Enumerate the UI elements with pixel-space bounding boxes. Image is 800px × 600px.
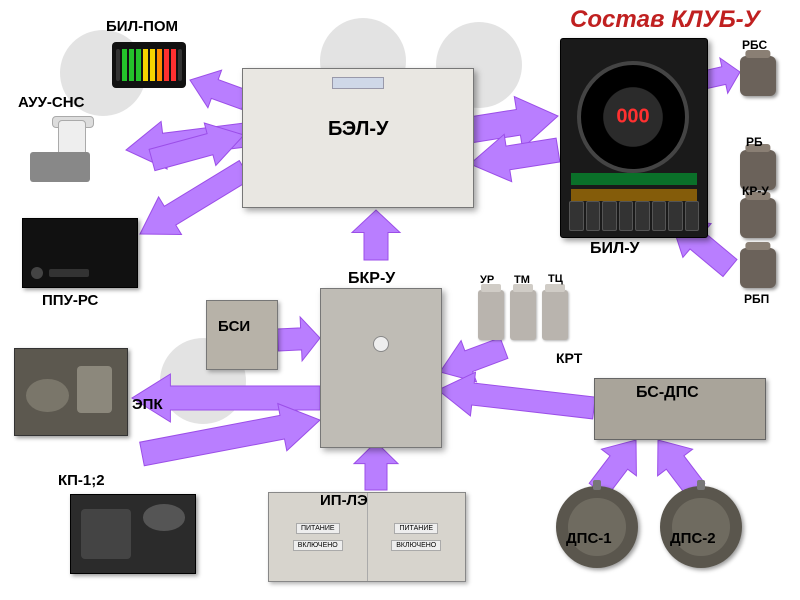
label-kp: КП-1;2 bbox=[58, 472, 105, 489]
label-krt_ur: УР bbox=[480, 274, 494, 286]
label-iple: ИП-ЛЭ bbox=[320, 492, 368, 509]
label-krt: КРТ bbox=[556, 350, 582, 366]
kru-unit bbox=[740, 198, 776, 238]
label-bilu: БИЛ-У bbox=[590, 240, 640, 258]
bil-u-unit: 000 bbox=[560, 38, 708, 238]
iple-lbl-1b: ВКЛЮЧЕНО bbox=[293, 540, 343, 551]
iple-lbl-2b: ВКЛЮЧЕНО bbox=[391, 540, 441, 551]
krt-tm-sensor bbox=[510, 290, 536, 340]
diagram-title: Состав КЛУБ-У bbox=[570, 6, 760, 34]
krt-tc-sensor bbox=[542, 290, 568, 340]
kp-unit bbox=[70, 494, 196, 574]
label-krt_tc: ТЦ bbox=[548, 273, 563, 285]
rbs-unit bbox=[740, 56, 776, 96]
label-rbs: РБС bbox=[742, 38, 767, 52]
iple-lbl-2a: ПИТАНИЕ bbox=[394, 523, 438, 534]
label-krt_tm: ТМ bbox=[514, 274, 530, 286]
label-epk: ЭПК bbox=[132, 396, 163, 413]
bkr-u-unit bbox=[320, 288, 442, 448]
label-dps1: ДПС-1 bbox=[566, 530, 612, 547]
iple-lbl-1a: ПИТАНИЕ bbox=[296, 523, 340, 534]
label-kru: КР-У bbox=[742, 184, 769, 198]
label-rb: РБ bbox=[746, 135, 763, 149]
label-auu: АУУ-СНС bbox=[18, 94, 84, 111]
krt-ur-sensor bbox=[478, 290, 504, 340]
bil-u-speed: 000 bbox=[616, 106, 649, 129]
ppu-rs-unit bbox=[22, 218, 138, 288]
label-dps2: ДПС-2 bbox=[670, 530, 716, 547]
label-bkru: БКР-У bbox=[348, 270, 395, 288]
label-rbp: РБП bbox=[744, 292, 769, 306]
dps1-unit bbox=[556, 486, 638, 568]
bilpom-unit bbox=[112, 42, 186, 88]
dps2-unit bbox=[660, 486, 742, 568]
epk-unit bbox=[14, 348, 128, 436]
label-bsdps: БС-ДПС bbox=[636, 384, 699, 402]
label-ppu: ППУ-РС bbox=[42, 292, 98, 309]
auu-sns-unit bbox=[30, 108, 116, 182]
label-bsi: БСИ bbox=[218, 318, 250, 335]
bsi-unit bbox=[206, 300, 278, 370]
label-bilpom: БИЛ-ПОМ bbox=[106, 18, 178, 35]
diagram-stage: { "title": { "text": "Состав КЛУБ-У", "c… bbox=[0, 0, 800, 600]
label-belu: БЭЛ-У bbox=[328, 118, 388, 141]
rbp-unit bbox=[740, 248, 776, 288]
